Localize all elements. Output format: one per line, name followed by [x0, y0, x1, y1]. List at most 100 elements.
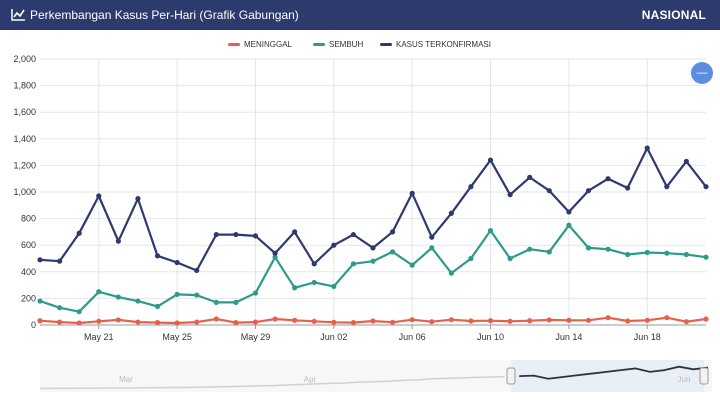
data-point-meninggal[interactable]	[350, 320, 357, 326]
data-point-kasus-terkonfirmasi[interactable]	[350, 231, 357, 238]
legend-item-meninggal[interactable]: MENINGGAL	[228, 40, 292, 49]
data-point-kasus-terkonfirmasi[interactable]	[703, 184, 709, 190]
data-point-meninggal[interactable]	[135, 319, 141, 325]
navigator-drag-handle-icon[interactable]	[699, 367, 709, 385]
data-point-meninggal[interactable]	[566, 317, 572, 323]
data-point-meninggal[interactable]	[272, 316, 278, 322]
data-point-kasus-terkonfirmasi[interactable]	[135, 196, 141, 202]
data-point-sembuh[interactable]	[96, 289, 102, 295]
data-point-meninggal[interactable]	[331, 319, 337, 325]
data-point-sembuh[interactable]	[664, 250, 670, 256]
data-point-sembuh[interactable]	[76, 309, 82, 315]
data-point-meninggal[interactable]	[664, 315, 670, 321]
data-point-meninggal[interactable]	[468, 318, 474, 324]
data-point-sembuh[interactable]	[448, 270, 454, 276]
data-point-kasus-terkonfirmasi[interactable]	[252, 233, 259, 239]
data-point-sembuh[interactable]	[233, 299, 239, 305]
data-point-meninggal[interactable]	[115, 317, 121, 323]
data-point-sembuh[interactable]	[154, 303, 161, 309]
data-point-sembuh[interactable]	[703, 254, 709, 260]
data-point-sembuh[interactable]	[370, 258, 376, 264]
data-point-meninggal[interactable]	[429, 319, 435, 325]
data-point-meninggal[interactable]	[703, 316, 709, 322]
data-point-kasus-terkonfirmasi[interactable]	[292, 229, 298, 235]
data-point-kasus-terkonfirmasi[interactable]	[683, 158, 690, 165]
data-point-meninggal[interactable]	[213, 316, 219, 322]
data-point-sembuh[interactable]	[135, 298, 141, 304]
data-point-sembuh[interactable]	[487, 227, 494, 234]
data-point-kasus-terkonfirmasi[interactable]	[331, 242, 337, 248]
data-point-meninggal[interactable]	[76, 320, 82, 326]
data-point-kasus-terkonfirmasi[interactable]	[448, 210, 454, 216]
data-point-meninggal[interactable]	[507, 318, 513, 324]
data-point-meninggal[interactable]	[409, 317, 415, 323]
data-point-meninggal[interactable]	[292, 317, 298, 323]
data-point-meninggal[interactable]	[605, 315, 611, 321]
legend-item-sembuh[interactable]: SEMBUH	[313, 40, 363, 49]
data-point-kasus-terkonfirmasi[interactable]	[487, 157, 494, 163]
data-point-sembuh[interactable]	[683, 251, 690, 258]
data-point-meninggal[interactable]	[625, 318, 631, 324]
data-point-sembuh[interactable]	[507, 255, 513, 262]
data-point-kasus-terkonfirmasi[interactable]	[389, 229, 396, 235]
data-point-sembuh[interactable]	[389, 249, 396, 255]
data-point-kasus-terkonfirmasi[interactable]	[37, 257, 43, 263]
range-navigator[interactable]: Mar Apr Jun	[39, 360, 712, 392]
data-point-meninggal[interactable]	[96, 318, 102, 324]
data-point-sembuh[interactable]	[566, 222, 572, 228]
data-point-sembuh[interactable]	[311, 279, 317, 286]
data-point-kasus-terkonfirmasi[interactable]	[546, 188, 552, 194]
data-point-kasus-terkonfirmasi[interactable]	[233, 231, 239, 238]
data-point-kasus-terkonfirmasi[interactable]	[76, 230, 82, 236]
legend-item-kasus-terkonfirmasi[interactable]: KASUS TERKONFIRMASI	[380, 40, 491, 49]
data-point-sembuh[interactable]	[429, 245, 435, 251]
data-point-sembuh[interactable]	[174, 291, 180, 298]
data-point-kasus-terkonfirmasi[interactable]	[174, 259, 180, 266]
navigator-drag-handle-icon[interactable]	[506, 367, 516, 385]
data-point-kasus-terkonfirmasi[interactable]	[154, 253, 161, 259]
data-point-kasus-terkonfirmasi[interactable]	[468, 184, 474, 190]
data-point-meninggal[interactable]	[174, 320, 180, 326]
data-point-sembuh[interactable]	[527, 246, 533, 252]
data-point-sembuh[interactable]	[644, 249, 650, 256]
data-point-sembuh[interactable]	[292, 285, 298, 291]
data-point-meninggal[interactable]	[585, 317, 592, 323]
data-point-sembuh[interactable]	[546, 249, 552, 255]
data-point-kasus-terkonfirmasi[interactable]	[625, 185, 631, 191]
data-point-kasus-terkonfirmasi[interactable]	[507, 192, 513, 198]
data-point-sembuh[interactable]	[605, 246, 611, 252]
data-point-sembuh[interactable]	[194, 292, 200, 298]
data-point-kasus-terkonfirmasi[interactable]	[566, 209, 572, 215]
chart-menu-button[interactable]: —	[691, 62, 713, 84]
data-point-sembuh[interactable]	[331, 283, 337, 290]
data-point-sembuh[interactable]	[115, 294, 121, 300]
data-point-meninggal[interactable]	[194, 319, 200, 325]
data-point-meninggal[interactable]	[311, 318, 317, 324]
navigator-selection[interactable]	[511, 360, 704, 392]
data-point-sembuh[interactable]	[272, 254, 278, 260]
data-point-kasus-terkonfirmasi[interactable]	[272, 250, 278, 256]
data-point-meninggal[interactable]	[448, 317, 454, 323]
data-point-kasus-terkonfirmasi[interactable]	[56, 258, 63, 264]
data-point-sembuh[interactable]	[213, 299, 219, 305]
data-point-meninggal[interactable]	[527, 318, 533, 324]
data-point-meninggal[interactable]	[37, 318, 43, 324]
data-point-sembuh[interactable]	[585, 245, 592, 251]
data-point-kasus-terkonfirmasi[interactable]	[213, 231, 219, 238]
data-point-kasus-terkonfirmasi[interactable]	[527, 174, 533, 180]
data-point-meninggal[interactable]	[56, 319, 63, 325]
data-point-meninggal[interactable]	[546, 317, 552, 323]
data-point-kasus-terkonfirmasi[interactable]	[429, 234, 435, 240]
data-point-kasus-terkonfirmasi[interactable]	[605, 176, 611, 182]
data-point-kasus-terkonfirmasi[interactable]	[370, 245, 376, 251]
data-point-meninggal[interactable]	[683, 319, 690, 325]
data-point-kasus-terkonfirmasi[interactable]	[664, 184, 670, 190]
data-point-sembuh[interactable]	[56, 305, 63, 311]
data-point-sembuh[interactable]	[37, 298, 43, 304]
data-point-meninggal[interactable]	[154, 320, 161, 326]
data-point-sembuh[interactable]	[350, 261, 357, 267]
data-point-kasus-terkonfirmasi[interactable]	[194, 267, 200, 274]
data-point-kasus-terkonfirmasi[interactable]	[644, 145, 650, 151]
data-point-meninggal[interactable]	[644, 317, 650, 323]
data-point-meninggal[interactable]	[233, 320, 239, 326]
